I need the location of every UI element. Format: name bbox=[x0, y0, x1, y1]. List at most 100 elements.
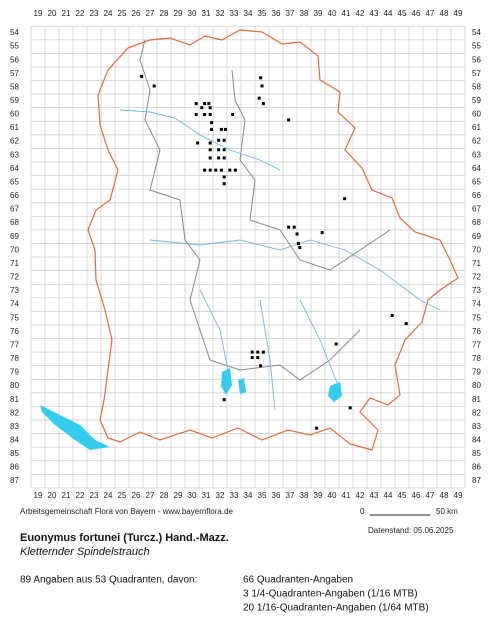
row-label: 58 bbox=[472, 82, 481, 91]
column-label: 26 bbox=[132, 491, 141, 500]
occurrence-dot bbox=[217, 156, 221, 160]
occurrence-dot bbox=[222, 182, 226, 186]
occurrence-dot bbox=[194, 112, 198, 116]
scale-start: 0 bbox=[360, 507, 365, 516]
column-label: 41 bbox=[342, 9, 351, 18]
occurrence-dot bbox=[224, 127, 228, 131]
column-label: 41 bbox=[342, 491, 351, 500]
row-label: 67 bbox=[472, 205, 481, 214]
occurrence-dot bbox=[208, 168, 212, 172]
occurrence-dot bbox=[250, 350, 254, 354]
column-label: 36 bbox=[272, 9, 281, 18]
row-label: 80 bbox=[10, 381, 19, 390]
row-label: 72 bbox=[10, 273, 19, 282]
occurrence-dot bbox=[217, 148, 221, 152]
occurrence-dot bbox=[208, 141, 212, 145]
occurrence-dot bbox=[200, 106, 204, 110]
row-label: 77 bbox=[10, 340, 19, 349]
column-label: 28 bbox=[160, 9, 169, 18]
lake bbox=[221, 368, 232, 395]
column-label: 31 bbox=[202, 491, 211, 500]
column-label: 38 bbox=[300, 491, 309, 500]
column-label: 31 bbox=[202, 9, 211, 18]
occurrence-dot bbox=[203, 112, 207, 116]
occurrence-dot bbox=[261, 350, 265, 354]
occurrence-dot bbox=[334, 342, 338, 346]
column-label: 22 bbox=[76, 491, 85, 500]
rivers bbox=[119, 109, 441, 411]
row-label: 60 bbox=[472, 110, 481, 119]
row-label: 62 bbox=[10, 137, 19, 146]
row-label: 71 bbox=[472, 259, 481, 268]
row-label: 75 bbox=[472, 313, 481, 322]
occurrence-dot bbox=[219, 127, 223, 131]
occurrence-dot bbox=[233, 168, 237, 172]
row-label: 57 bbox=[472, 69, 481, 78]
column-label: 30 bbox=[188, 9, 197, 18]
column-label: 40 bbox=[328, 9, 337, 18]
bavaria-border bbox=[87, 29, 459, 451]
occurrence-dot bbox=[343, 197, 347, 201]
column-label: 47 bbox=[426, 491, 435, 500]
row-label: 70 bbox=[10, 245, 19, 254]
occurrence-dot bbox=[140, 74, 144, 78]
occurrence-dot bbox=[260, 84, 264, 88]
column-label: 39 bbox=[314, 491, 323, 500]
row-label: 78 bbox=[10, 354, 19, 363]
column-label: 32 bbox=[216, 491, 225, 500]
lake bbox=[238, 378, 246, 394]
occurrence-dot bbox=[228, 168, 232, 172]
row-label: 78 bbox=[472, 354, 481, 363]
column-label: 19 bbox=[34, 9, 43, 18]
row-label: 82 bbox=[10, 408, 19, 417]
occurrence-dot bbox=[207, 102, 211, 106]
row-label: 55 bbox=[472, 42, 481, 51]
row-label: 56 bbox=[10, 55, 19, 64]
row-label: 84 bbox=[10, 436, 19, 445]
row-label: 74 bbox=[472, 300, 481, 309]
occurrence-dot bbox=[208, 106, 212, 110]
row-label: 83 bbox=[10, 422, 19, 431]
row-label: 73 bbox=[472, 286, 481, 295]
occurrence-dot bbox=[256, 356, 260, 360]
column-label: 46 bbox=[412, 9, 421, 18]
occurrence-dot bbox=[296, 241, 300, 245]
species-name: Euonymus fortunei (Turcz.) Hand.-Mazz. bbox=[20, 532, 229, 544]
column-label: 45 bbox=[398, 9, 407, 18]
column-label: 40 bbox=[328, 491, 337, 500]
row-label: 63 bbox=[10, 150, 19, 159]
column-label: 27 bbox=[146, 491, 155, 500]
row-label: 54 bbox=[10, 28, 19, 37]
row-label: 60 bbox=[10, 110, 19, 119]
occurrence-dot bbox=[404, 322, 408, 326]
credit: Arbeitsgemeinschaft Flora von Bayern - w… bbox=[20, 507, 234, 516]
column-label: 29 bbox=[174, 9, 183, 18]
column-label: 30 bbox=[188, 491, 197, 500]
occurrence-dot bbox=[208, 112, 212, 116]
occurrence-dot bbox=[214, 168, 218, 172]
row-label: 86 bbox=[10, 463, 19, 472]
row-label: 65 bbox=[10, 177, 19, 186]
row-label: 66 bbox=[10, 191, 19, 200]
column-label: 42 bbox=[356, 9, 365, 18]
row-label: 85 bbox=[472, 449, 481, 458]
column-label: 21 bbox=[62, 491, 71, 500]
column-label: 27 bbox=[146, 9, 155, 18]
row-label: 84 bbox=[472, 436, 481, 445]
row-label: 56 bbox=[472, 55, 481, 64]
district-border bbox=[139, 39, 391, 381]
row-label: 83 bbox=[472, 422, 481, 431]
row-label: 77 bbox=[472, 340, 481, 349]
occurrence-dot bbox=[292, 225, 296, 229]
row-label: 55 bbox=[10, 42, 19, 51]
column-label: 36 bbox=[272, 491, 281, 500]
occurrence-dot bbox=[287, 225, 291, 229]
column-label: 26 bbox=[132, 9, 141, 18]
column-label: 44 bbox=[384, 9, 393, 18]
column-label: 29 bbox=[174, 491, 183, 500]
column-label: 23 bbox=[90, 9, 99, 18]
row-label: 64 bbox=[472, 164, 481, 173]
column-label: 34 bbox=[244, 491, 253, 500]
row-label: 87 bbox=[10, 476, 19, 485]
